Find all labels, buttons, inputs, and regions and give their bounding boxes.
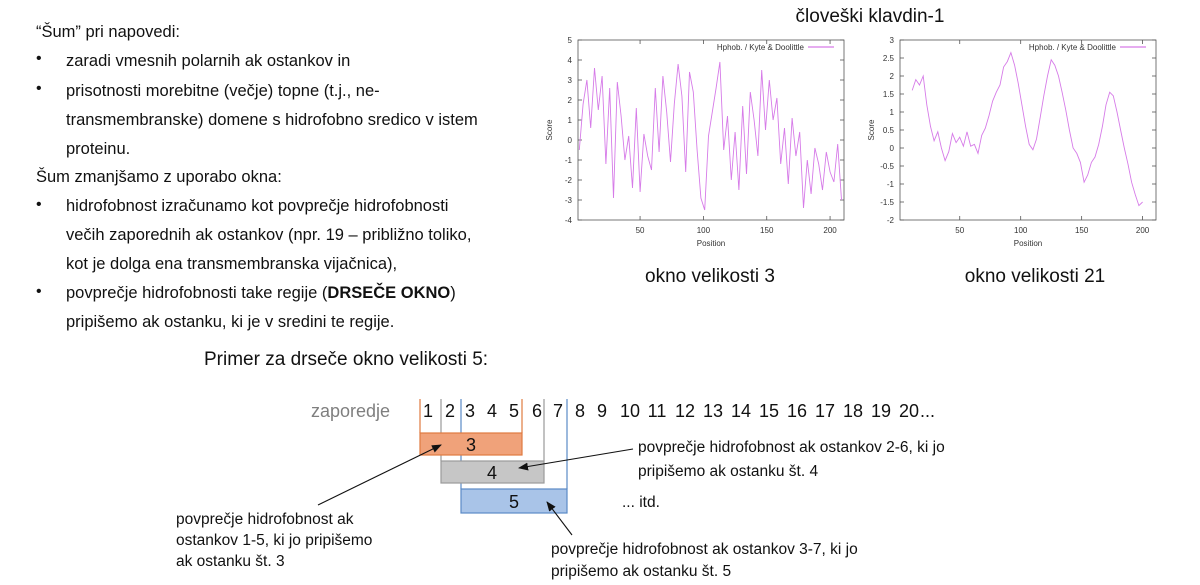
hydrophobicity-chart-window-21: 3 2.5 2 1.5 1 0.5 0 -0.5 -1 -1.5 -2 50 100 150 200 Posi…	[867, 36, 1157, 248]
y-tick-label: -0.5	[880, 162, 894, 171]
x-tick-label: 50	[955, 226, 964, 235]
noise-bullet-1: zaradi vmesnih polarnih ak ostankov in	[66, 52, 351, 70]
series-line	[911, 51, 1143, 207]
y-axis-label: Score	[867, 119, 876, 140]
sequence-number: 6	[532, 401, 542, 421]
y-tick-label: 2	[890, 72, 895, 81]
note-window-3-line3: ak ostanku št. 3	[176, 553, 285, 570]
x-tick-label: 50	[636, 226, 645, 235]
sequence-number: 7	[553, 401, 563, 421]
sequence-label: zaporedje	[311, 401, 390, 421]
bullet-icon: •	[36, 80, 42, 97]
bullet-icon: •	[36, 196, 42, 213]
sequence-number: 14	[731, 401, 751, 421]
y-tick-label: 3	[890, 36, 895, 45]
sequence-number: 20	[899, 401, 919, 421]
note-etc: ... itd.	[622, 494, 660, 511]
y-tick-label: 4	[568, 56, 573, 65]
legend-label: Hphob. / Kyte & Doolittle	[1029, 43, 1117, 52]
y-tick-label: -3	[565, 196, 573, 205]
chart-caption-window-21: okno velikosti 21	[964, 266, 1106, 287]
x-tick-label: 100	[697, 226, 711, 235]
x-axis-label: Position	[697, 239, 725, 248]
sequence-number: 18	[843, 401, 863, 421]
sequence-number: 19	[871, 401, 891, 421]
y-tick-label: -1	[887, 180, 895, 189]
noise-bullet-2: prisotnosti morebitne (večje) topne (t.j…	[66, 82, 478, 158]
chart-caption-window-3: okno velikosti 3	[645, 266, 775, 287]
y-axis-label: Score	[545, 119, 554, 140]
sequence-number: 13	[703, 401, 723, 421]
chart-title: človeški klavdin-1	[795, 6, 945, 27]
sequence-number: 3	[465, 401, 475, 421]
note-window-5-line2: pripišemo ak ostanku št. 5	[551, 563, 731, 580]
y-tick-label: 1.5	[883, 90, 895, 99]
y-tick-label: 1	[890, 108, 895, 117]
arrow-to-window-5	[546, 501, 573, 536]
sequence-numbers: 1 2 3 4 5 6 7 8 9 10 11 12 13 14 15 16 17 18 19 20	[423, 401, 919, 421]
sequence-number: 4	[487, 401, 497, 421]
reduce-bullet-2: povprečje hidrofobnosti take regije (DRS…	[66, 284, 456, 331]
legend-label: Hphob. / Kyte & Doolittle	[717, 43, 805, 52]
y-tick-label: -1	[565, 156, 573, 165]
x-tick-label: 200	[823, 226, 837, 235]
sliding-window-diagram: zaporedje 1 2 3 4 5 6 7 8 9 10 11 12 13 14 15 16 17 18 19 2…	[176, 399, 945, 580]
window-box-orange	[419, 432, 523, 456]
note-window-4-line1: povprečje hidrofobnost ak ostankov 2-6, …	[638, 439, 945, 456]
y-tick-label: 3	[568, 76, 573, 85]
arrow-to-window-4	[518, 448, 634, 471]
y-tick-label: 0	[568, 136, 573, 145]
y-tick-label: 1	[568, 116, 573, 125]
sequence-number: 1	[423, 401, 433, 421]
noise-heading: “Šum” pri napovedi:	[36, 23, 180, 41]
note-window-3-line2: ostankov 1-5, ki jo pripišemo	[176, 532, 372, 549]
y-tick-label: 0.5	[883, 126, 895, 135]
y-tick-label: -4	[565, 216, 573, 225]
bullet-icon: •	[36, 50, 42, 67]
x-tick-label: 200	[1136, 226, 1150, 235]
note-window-3-line1: povprečje hidrofobnost ak	[176, 511, 354, 528]
sequence-number: 15	[759, 401, 779, 421]
y-tick-label: -2	[565, 176, 573, 185]
x-axis-label: Position	[1014, 239, 1042, 248]
x-tick-label: 150	[760, 226, 774, 235]
sequence-number: 5	[509, 401, 519, 421]
sequence-number: 12	[675, 401, 695, 421]
sequence-number: 10	[620, 401, 640, 421]
bullet-icon: •	[36, 283, 42, 300]
note-window-5-line1: povprečje hidrofobnost ak ostankov 3-7, …	[551, 541, 858, 558]
sequence-number: 8	[575, 401, 585, 421]
series-line	[578, 61, 842, 211]
y-tick-label: 5	[568, 36, 573, 45]
sequence-number: 16	[787, 401, 807, 421]
note-window-4-line2: pripišemo ak ostanku št. 4	[638, 463, 818, 480]
y-tick-label: 2	[568, 96, 573, 105]
plot-frame	[899, 39, 1157, 221]
arrow-to-window-3	[317, 444, 442, 506]
y-tick-label: 0	[890, 144, 895, 153]
plot-frame	[577, 39, 845, 221]
sequence-number: 17	[815, 401, 835, 421]
x-tick-label: 150	[1075, 226, 1089, 235]
y-tick-label: -2	[887, 216, 895, 225]
sequence-number: 2	[445, 401, 455, 421]
reduce-bullet-1: hidrofobnost izračunamo kot povprečje hi…	[66, 197, 472, 273]
x-tick-label: 100	[1014, 226, 1028, 235]
sliding-window-term: DRSEČE OKNO	[327, 284, 451, 302]
y-tick-label: -1.5	[880, 198, 894, 207]
window-label-orange: 3	[466, 435, 476, 455]
reduce-heading: Šum zmanjšamo z uporabo okna:	[36, 168, 282, 186]
window-label-blue: 5	[509, 492, 519, 512]
sequence-number: 9	[597, 401, 607, 421]
example-title: Primer za drseče okno velikosti 5:	[204, 349, 489, 370]
hydrophobicity-chart-window-3: 5 4 3 2 1 0 -1 -2 -3 -4 50 100 150 200 Position Score Hp…	[545, 36, 845, 248]
window-label-gray: 4	[487, 463, 497, 483]
sequence-number: 11	[648, 401, 667, 421]
y-tick-label: 2.5	[883, 54, 895, 63]
sequence-ellipsis: ...	[920, 401, 935, 421]
